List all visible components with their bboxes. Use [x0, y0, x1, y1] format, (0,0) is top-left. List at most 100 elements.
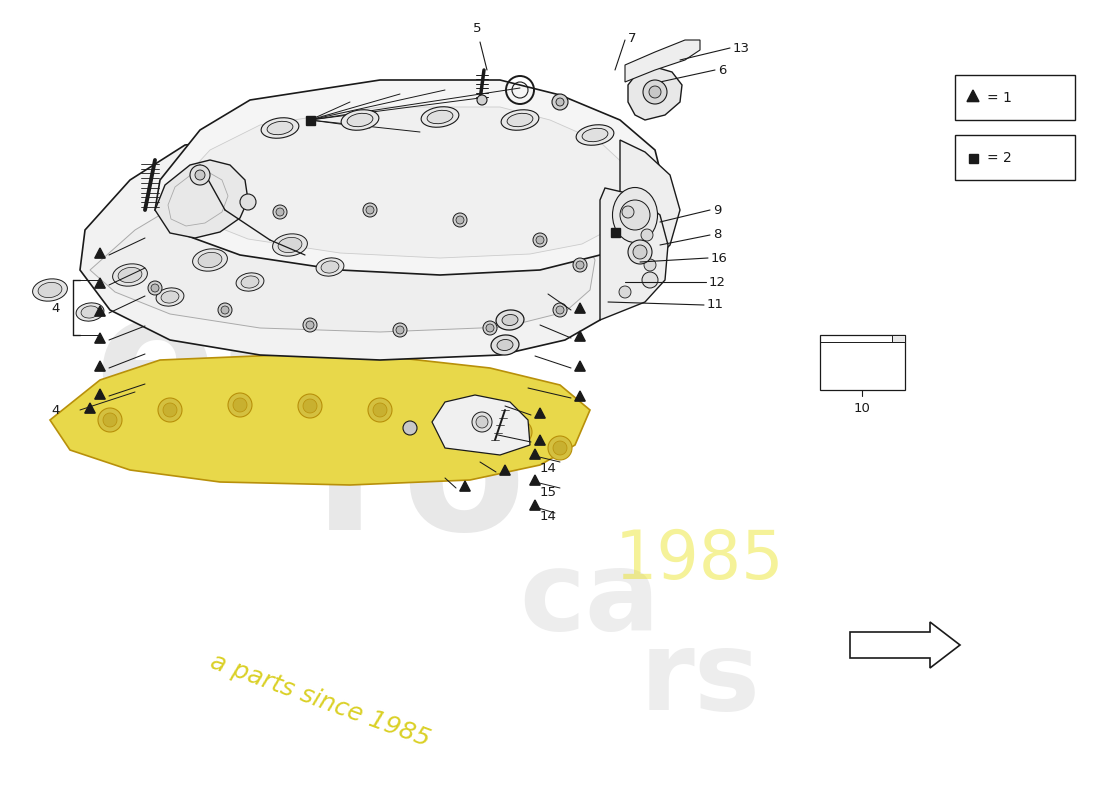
Polygon shape [155, 80, 666, 275]
Ellipse shape [273, 234, 307, 256]
Polygon shape [535, 408, 546, 418]
Text: 1985: 1985 [615, 527, 784, 593]
Ellipse shape [497, 339, 513, 350]
Polygon shape [432, 395, 530, 455]
Circle shape [548, 436, 572, 460]
Polygon shape [155, 160, 248, 238]
Circle shape [240, 194, 256, 210]
Polygon shape [850, 622, 960, 668]
Circle shape [556, 98, 564, 106]
Circle shape [151, 284, 160, 292]
Ellipse shape [507, 114, 532, 126]
Polygon shape [535, 435, 546, 445]
Polygon shape [530, 449, 540, 459]
Ellipse shape [198, 252, 222, 268]
Circle shape [366, 206, 374, 214]
Bar [968, 154, 978, 162]
Text: 5: 5 [473, 22, 482, 35]
Ellipse shape [192, 249, 228, 271]
Ellipse shape [33, 279, 67, 301]
Circle shape [302, 318, 317, 332]
Text: 13: 13 [733, 42, 750, 54]
Ellipse shape [613, 187, 658, 242]
Ellipse shape [321, 261, 339, 273]
Ellipse shape [582, 128, 608, 142]
Circle shape [513, 425, 527, 439]
Text: 15: 15 [540, 486, 557, 498]
Ellipse shape [421, 106, 459, 127]
Ellipse shape [341, 110, 378, 130]
Circle shape [477, 95, 487, 105]
Circle shape [619, 286, 631, 298]
Polygon shape [620, 140, 680, 290]
Ellipse shape [118, 267, 142, 282]
Circle shape [195, 170, 205, 180]
Polygon shape [499, 465, 510, 475]
Ellipse shape [39, 282, 62, 298]
Text: = 2: = 2 [987, 151, 1012, 165]
Circle shape [218, 303, 232, 317]
Polygon shape [460, 481, 471, 491]
Circle shape [552, 94, 568, 110]
Ellipse shape [348, 114, 373, 126]
Polygon shape [85, 403, 96, 413]
Ellipse shape [278, 238, 301, 253]
Text: 8: 8 [713, 229, 722, 242]
Ellipse shape [502, 110, 539, 130]
Polygon shape [50, 355, 590, 485]
Circle shape [393, 323, 407, 337]
Polygon shape [95, 389, 106, 399]
Circle shape [148, 281, 162, 295]
Polygon shape [95, 333, 106, 343]
Text: 7: 7 [628, 31, 637, 45]
Circle shape [403, 421, 417, 435]
Polygon shape [175, 107, 634, 258]
Ellipse shape [267, 122, 293, 134]
Polygon shape [95, 278, 106, 288]
Ellipse shape [427, 110, 453, 124]
Polygon shape [574, 331, 585, 341]
Circle shape [456, 216, 464, 224]
Circle shape [183, 218, 197, 232]
Ellipse shape [236, 273, 264, 291]
Text: 4: 4 [52, 302, 60, 314]
Circle shape [298, 394, 322, 418]
Circle shape [486, 324, 494, 332]
Ellipse shape [156, 288, 184, 306]
Polygon shape [600, 188, 668, 320]
Ellipse shape [261, 118, 299, 138]
Circle shape [453, 213, 468, 227]
Circle shape [553, 441, 566, 455]
Circle shape [644, 80, 667, 104]
Bar [955, 135, 1075, 180]
Circle shape [556, 306, 564, 314]
Bar [955, 75, 1075, 120]
Circle shape [644, 259, 656, 271]
Circle shape [621, 206, 634, 218]
Circle shape [641, 229, 653, 241]
Circle shape [276, 208, 284, 216]
Polygon shape [625, 40, 700, 82]
Text: 14: 14 [540, 510, 557, 522]
Circle shape [373, 403, 387, 417]
Ellipse shape [502, 314, 518, 326]
Text: 10: 10 [854, 402, 870, 414]
Text: 6: 6 [718, 63, 726, 77]
Circle shape [302, 399, 317, 413]
Circle shape [483, 321, 497, 335]
Text: 12: 12 [710, 275, 726, 289]
Ellipse shape [241, 276, 258, 288]
Bar [610, 227, 619, 237]
Circle shape [273, 205, 287, 219]
Text: eu: eu [95, 282, 345, 458]
Circle shape [363, 203, 377, 217]
Ellipse shape [576, 125, 614, 146]
Circle shape [306, 321, 313, 329]
Polygon shape [892, 335, 905, 342]
Polygon shape [95, 248, 106, 258]
Text: 16: 16 [711, 251, 728, 265]
Circle shape [476, 416, 488, 428]
Circle shape [158, 398, 182, 422]
Circle shape [628, 240, 652, 264]
Circle shape [573, 258, 587, 272]
